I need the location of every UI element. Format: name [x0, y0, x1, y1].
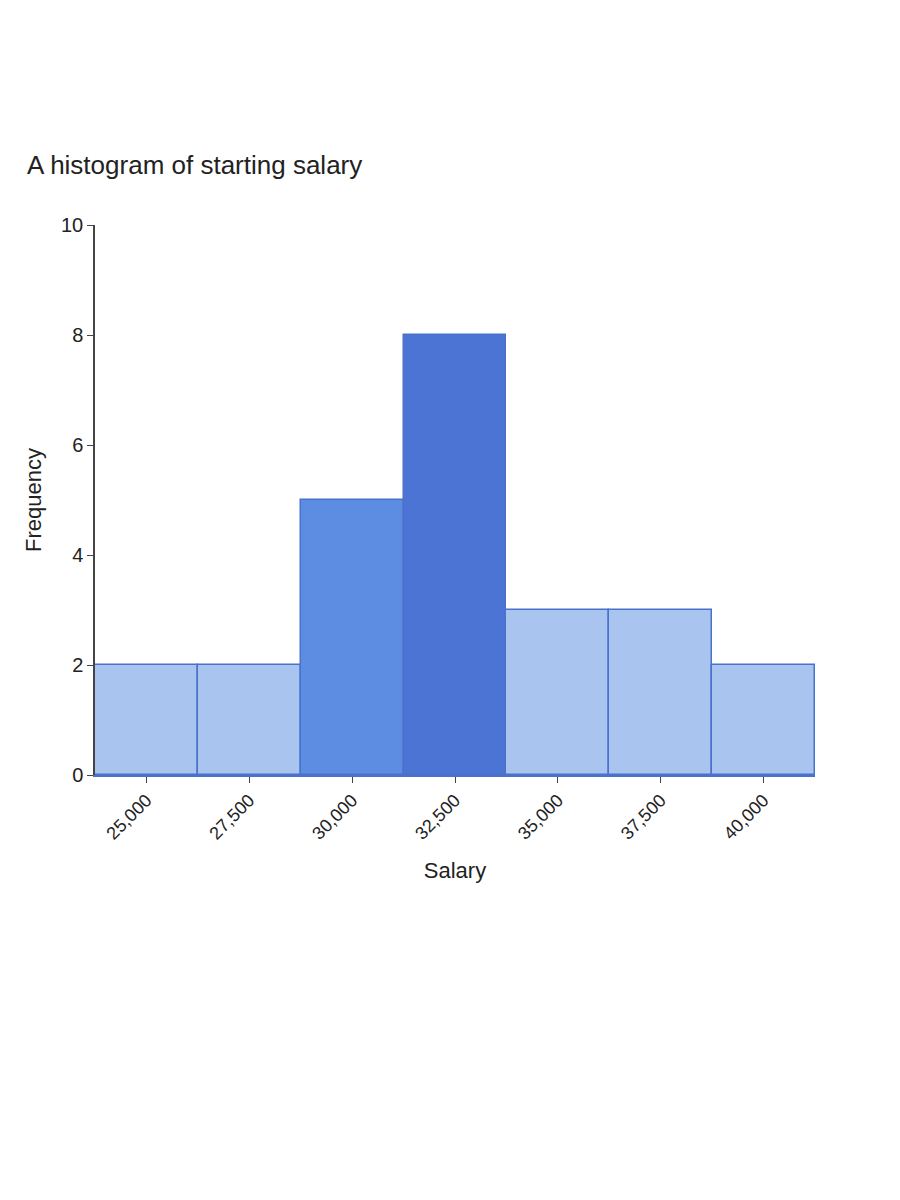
svg-text:6: 6 [72, 434, 83, 456]
svg-text:Salary: Salary [424, 858, 486, 883]
svg-text:2: 2 [72, 654, 83, 676]
svg-text:35,000: 35,000 [514, 790, 567, 843]
svg-text:40,000: 40,000 [720, 790, 773, 843]
svg-text:25,000: 25,000 [103, 790, 156, 843]
svg-text:10: 10 [61, 214, 83, 236]
svg-text:37,500: 37,500 [617, 790, 670, 843]
svg-text:32,500: 32,500 [411, 790, 464, 843]
svg-text:30,000: 30,000 [308, 790, 361, 843]
svg-text:8: 8 [72, 324, 83, 346]
svg-text:Frequency: Frequency [21, 448, 46, 552]
svg-text:0: 0 [72, 764, 83, 786]
svg-text:27,500: 27,500 [205, 790, 258, 843]
svg-text:A histogram of starting salary: A histogram of starting salary [27, 150, 362, 180]
svg-text:4: 4 [72, 544, 83, 566]
